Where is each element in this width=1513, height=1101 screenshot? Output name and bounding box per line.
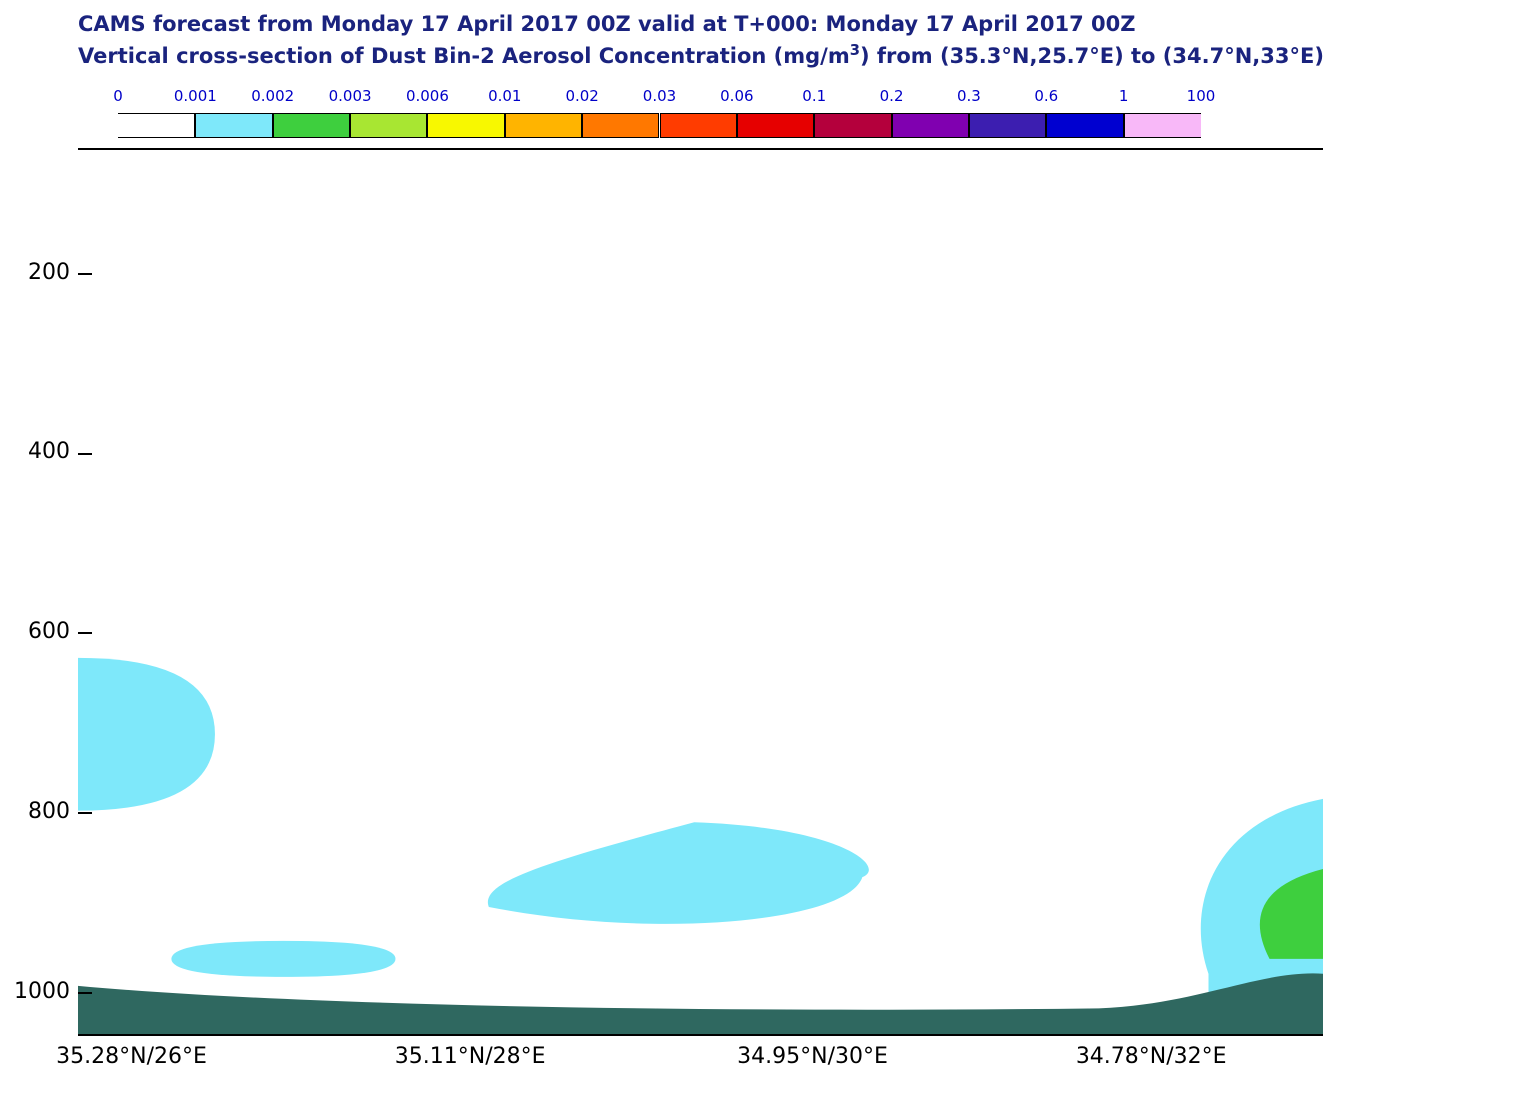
ytick-label: 1000 bbox=[0, 979, 70, 1004]
colorbar-cell bbox=[273, 113, 350, 138]
ytick-label: 200 bbox=[0, 260, 70, 285]
title-text-1: CAMS forecast from Monday 17 April 2017 … bbox=[78, 12, 1136, 36]
colorbar-label: 0.003 bbox=[329, 87, 372, 105]
title-text-2-sup: 3 bbox=[850, 42, 860, 59]
plot-area bbox=[78, 148, 1323, 1036]
colorbar: 00.0010.0020.0030.0060.010.020.030.060.1… bbox=[118, 113, 1201, 138]
terrain-strip bbox=[78, 973, 1323, 1036]
colorbar-cell bbox=[582, 113, 659, 138]
title-text-2b: ) from (35.3°N,25.7°E) to (34.7°N,33°E) bbox=[860, 44, 1324, 68]
colorbar-cell bbox=[660, 113, 737, 138]
colorbar-cell bbox=[1046, 113, 1123, 138]
colorbar-label: 0.03 bbox=[643, 87, 676, 105]
colorbar-cell bbox=[814, 113, 891, 138]
colorbar-cell bbox=[118, 113, 195, 138]
colorbar-cell bbox=[350, 113, 427, 138]
colorbar-cell bbox=[427, 113, 504, 138]
colorbar-label: 0.06 bbox=[720, 87, 753, 105]
ytick-mark bbox=[78, 812, 92, 814]
xtick-label: 35.11°N/28°E bbox=[350, 1044, 590, 1069]
colorbar-cell bbox=[892, 113, 969, 138]
contour-mid-blob bbox=[488, 822, 869, 924]
ytick-label: 400 bbox=[0, 439, 70, 464]
contour-low-ellipse bbox=[171, 941, 395, 977]
colorbar-label: 0.02 bbox=[565, 87, 598, 105]
colorbar-cell bbox=[1124, 113, 1201, 138]
colorbar-label: 0.006 bbox=[406, 87, 449, 105]
contour-svg bbox=[78, 150, 1323, 1036]
colorbar-cell bbox=[505, 113, 582, 138]
ytick-label: 600 bbox=[0, 619, 70, 644]
colorbar-label: 0.2 bbox=[880, 87, 904, 105]
ytick-mark bbox=[78, 273, 92, 275]
colorbar-cell bbox=[195, 113, 272, 138]
colorbar-cell bbox=[969, 113, 1046, 138]
colorbar-label: 1 bbox=[1119, 87, 1129, 105]
contour-left-lobe bbox=[78, 658, 215, 811]
colorbar-label: 0.6 bbox=[1034, 87, 1058, 105]
ytick-label: 800 bbox=[0, 799, 70, 824]
title-text-2a: Vertical cross-section of Dust Bin-2 Aer… bbox=[78, 44, 850, 68]
colorbar-label: 0.1 bbox=[802, 87, 826, 105]
xtick-label: 34.78°N/32°E bbox=[1031, 1044, 1271, 1069]
colorbar-label: 100 bbox=[1187, 87, 1216, 105]
colorbar-cell bbox=[737, 113, 814, 138]
ytick-mark bbox=[78, 632, 92, 634]
ytick-mark bbox=[78, 992, 92, 994]
colorbar-label: 0.001 bbox=[174, 87, 217, 105]
chart-title-line2: Vertical cross-section of Dust Bin-2 Aer… bbox=[78, 42, 1324, 68]
colorbar-label: 0 bbox=[113, 87, 123, 105]
xtick-label: 34.95°N/30°E bbox=[693, 1044, 933, 1069]
colorbar-label: 0.01 bbox=[488, 87, 521, 105]
colorbar-label: 0.3 bbox=[957, 87, 981, 105]
xtick-label: 35.28°N/26°E bbox=[12, 1044, 252, 1069]
chart-title-line1: CAMS forecast from Monday 17 April 2017 … bbox=[78, 12, 1136, 36]
colorbar-label: 0.002 bbox=[251, 87, 294, 105]
ytick-mark bbox=[78, 453, 92, 455]
